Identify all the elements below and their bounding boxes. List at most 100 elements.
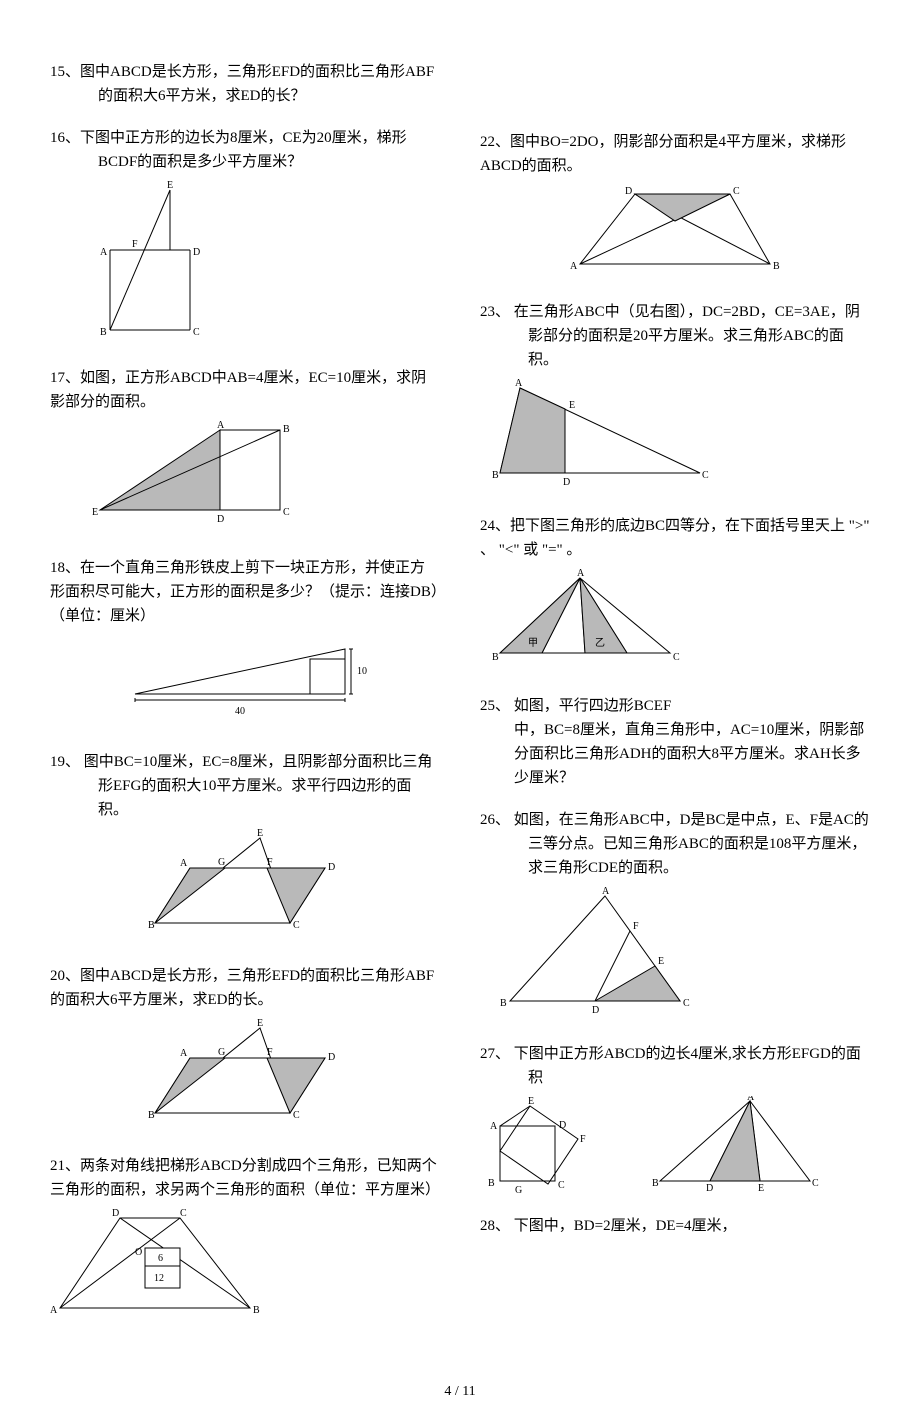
figure-26: A B C D E F [480,886,870,1024]
label-E: E [528,1096,534,1107]
label-C: C [283,507,290,518]
problem-text: 在三角形ABC中（见右图），DC=2BD，CE=3AE，阴影部分的面积是20平方… [510,304,860,368]
label-D: D [217,514,224,525]
label-B: B [253,1305,260,1316]
figure-22: A B C D [480,184,870,282]
label-D: D [112,1208,119,1219]
label-A2: A [747,1096,755,1103]
problem-number: 27、 [480,1046,510,1062]
problem-text: 下图中，BD=2厘米，DE=4厘米， [510,1218,737,1234]
label-F: F [132,239,138,250]
problem-16: 16、下图中正方形的边长为8厘米，CE为20厘米，梯形BCDF的面积是多少平方厘… [50,126,440,348]
problem-18: 18、在一个直角三角形铁皮上剪下一块正方形，并使正方形面积尽可能大，正方形的面积… [50,556,440,732]
label-12: 12 [154,1273,164,1284]
problem-text: 图中BC=10厘米，EC=8厘米，且阴影部分面积比三角形EFG的面积大10平方厘… [80,754,432,818]
problem-number: 16、 [50,130,80,146]
label-D: D [328,1052,335,1063]
label-A: A [490,1121,498,1132]
label-E: E [257,1018,263,1029]
figure-21: A B C D O 6 12 [50,1208,440,1326]
figure-18: 40 10 [50,634,440,732]
label-C: C [180,1208,187,1219]
label-C: C [293,1110,300,1121]
problem-number: 17、 [50,370,80,386]
label-D2: D [706,1183,713,1194]
label-C: C [673,652,680,663]
label-C: C [733,186,740,197]
problem-text: 图中ABCD是长方形，三角形EFD的面积比三角形ABF的面积大6平方米，求ED的… [80,64,434,104]
figure-19: A B C D E F G [50,828,440,946]
label-B: B [100,327,107,338]
label-A: A [570,261,578,272]
label-C: C [683,998,690,1009]
figure-24: A B C 甲 乙 [480,568,870,676]
label-G: G [515,1185,522,1196]
label-6: 6 [158,1253,163,1264]
label-40: 40 [235,706,245,717]
label-A: A [217,420,225,431]
label-yi: 乙 [595,637,605,649]
problem-text: 如图，在三角形ABC中，D是BC是中点，E、F是AC的三等分点。已知三角形ABC… [510,812,869,876]
problem-text: 两条对角线把梯形ABCD分割成四个三角形，已知两个三角形的面积，求另两个三角形的… [50,1158,440,1198]
label-G: G [218,1047,225,1058]
problem-21: 21、两条对角线把梯形ABCD分割成四个三角形，已知两个三角形的面积，求另两个三… [50,1154,440,1326]
label-C: C [293,920,300,931]
problem-text: 如图，正方形ABCD中AB=4厘米，EC=10厘米，求阴影部分的面积。 [50,370,426,410]
label-O: O [135,1247,142,1258]
label-B: B [773,261,780,272]
problem-text: 在一个直角三角形铁皮上剪下一块正方形，并使正方形面积尽可能大，正方形的面积是多少… [50,560,438,624]
label-B: B [492,652,499,663]
problem-text-2: 中，BC=8厘米，直角三角形中，AC=10厘米，阴影部分面积比三角形ADH的面积… [480,718,870,790]
label-D: D [193,247,200,258]
problem-number: 23、 [480,304,510,320]
problem-15: 15、图中ABCD是长方形，三角形EFD的面积比三角形ABF的面积大6平方米，求… [50,60,440,108]
label-E: E [658,956,664,967]
label-A: A [50,1305,58,1316]
problem-number: 24、 [480,518,510,534]
label-F: F [267,857,273,868]
label-B: B [500,998,507,1009]
problem-text: 如图，平行四边形BCEF [510,698,671,714]
problem-number: 25、 [480,698,510,714]
problem-number: 20、 [50,968,80,984]
label-A: A [180,858,188,869]
left-column: 15、图中ABCD是长方形，三角形EFD的面积比三角形ABF的面积大6平方米，求… [50,60,440,1344]
problem-number: 19、 [50,754,80,770]
label-jia: 甲 [528,638,538,649]
problem-24: 24、把下图三角形的底边BC四等分，在下面括号里天上 ">" 、 "<" 或 "… [480,514,870,676]
label-A: A [577,568,585,579]
label-C: C [558,1180,565,1191]
page-number: 4 / 11 [0,1384,920,1420]
label-D: D [563,477,570,488]
problem-22: 22、图中BO=2DO，阴影部分面积是4平方厘米，求梯形ABCD的面积。 A B… [480,130,870,282]
problem-number: 15、 [50,64,80,80]
label-B: B [283,424,290,435]
figure-16: A B C D E F [50,180,440,348]
label-D: D [328,862,335,873]
figure-17: A B C D E [50,420,440,538]
label-D: D [559,1120,566,1131]
problem-number: 28、 [480,1218,510,1234]
label-D: D [625,186,632,197]
problem-25: 25、 如图，平行四边形BCEF 中，BC=8厘米，直角三角形中，AC=10厘米… [480,694,870,790]
problem-23: 23、 在三角形ABC中（见右图），DC=2BD，CE=3AE，阴影部分的面积是… [480,300,870,496]
label-B: B [492,470,499,481]
problem-text: 下图中正方形ABCD的边长4厘米,求长方形EFGD的面积 [510,1046,861,1086]
problem-17: 17、如图，正方形ABCD中AB=4厘米，EC=10厘米，求阴影部分的面积。 A… [50,366,440,538]
label-F: F [580,1134,586,1145]
label-A: A [180,1048,188,1059]
problem-text: 下图中正方形的边长为8厘米，CE为20厘米，梯形BCDF的面积是多少平方厘米？ [80,130,407,170]
label-C2: C [812,1178,819,1189]
problem-28: 28、 下图中，BD=2厘米，DE=4厘米， [480,1214,870,1238]
label-A: A [100,247,108,258]
problem-number: 21、 [50,1158,80,1174]
figure-20: A B C D E F G [50,1018,440,1136]
label-F: F [267,1047,273,1058]
label-E: E [92,507,98,518]
problem-19: 19、 图中BC=10厘米，EC=8厘米，且阴影部分面积比三角形EFG的面积大1… [50,750,440,946]
label-A: A [515,378,523,389]
label-C: C [702,470,709,481]
label-E: E [569,400,575,411]
figure-23: A B C D E [480,378,870,496]
problem-text: 把下图三角形的底边BC四等分，在下面括号里天上 ">" 、 "<" 或 "=" … [480,518,869,558]
